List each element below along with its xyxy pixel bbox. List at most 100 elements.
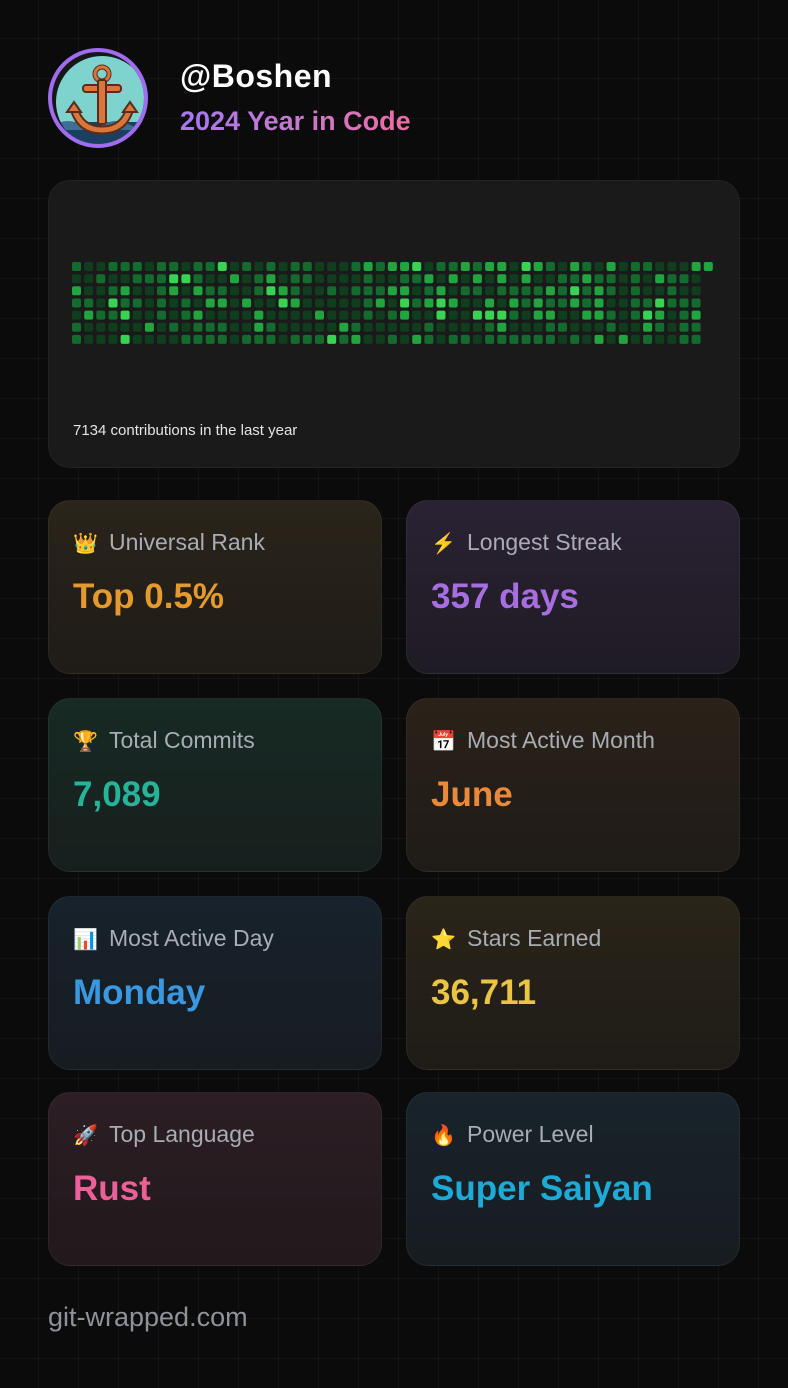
- contribution-cell: [412, 262, 422, 271]
- contribution-cell: [157, 262, 166, 271]
- stat-card-total-commits: 🏆 Total Commits 7,089: [48, 698, 382, 872]
- contribution-cell: [375, 262, 385, 271]
- contribution-cell: [582, 322, 592, 332]
- contribution-cell: [327, 322, 337, 332]
- contribution-cell: [472, 286, 482, 296]
- contribution-cell: [679, 310, 689, 320]
- contribution-cell: [302, 334, 312, 344]
- contribution-cell: [448, 262, 458, 271]
- contribution-cell: [618, 310, 628, 320]
- contribution-cell: [387, 298, 397, 308]
- contribution-cell: [120, 274, 130, 284]
- contribution-cell: [290, 262, 300, 271]
- contribution-cell: [606, 262, 616, 271]
- contribution-cell: [400, 274, 410, 284]
- contribution-cell: [618, 286, 628, 296]
- contribution-cell: [667, 298, 677, 308]
- stat-value: 7,089: [73, 775, 161, 814]
- contribution-cell: [387, 310, 397, 320]
- contribution-cell: [230, 298, 239, 308]
- contribution-cell: [72, 310, 81, 320]
- contribution-cell: [400, 334, 410, 344]
- contribution-cell: [181, 274, 191, 284]
- contribution-cell: [375, 334, 385, 344]
- contribution-cell: [278, 310, 288, 320]
- contribution-cell: [485, 274, 495, 284]
- contribution-cell: [254, 334, 264, 344]
- contribution-cell: [594, 310, 604, 320]
- footer-link[interactable]: git-wrapped.com: [48, 1302, 248, 1332]
- stat-value: 36,711: [431, 973, 537, 1012]
- contribution-cell: [509, 322, 519, 332]
- contribution-cell: [558, 310, 567, 320]
- stat-label-text: Power Level: [467, 1121, 594, 1147]
- contribution-cell: [351, 334, 361, 344]
- contribution-cell: [144, 310, 154, 320]
- contribution-cell: [448, 334, 458, 344]
- contribution-cell: [521, 286, 531, 296]
- contribution-cell: [594, 262, 604, 271]
- contribution-cell: [606, 286, 616, 296]
- contribution-cell: [485, 262, 495, 271]
- contribution-cell: [436, 286, 446, 296]
- contribution-cell: [230, 322, 239, 332]
- contribution-cell: [679, 274, 689, 284]
- contribution-cell: [339, 298, 349, 308]
- contribution-cell: [655, 262, 665, 271]
- contribution-cell: [181, 262, 191, 271]
- stat-value: 357 days: [431, 577, 579, 616]
- rocket-icon: 🚀: [73, 1125, 98, 1147]
- contribution-cell: [217, 334, 227, 344]
- stat-card-universal-rank: 👑 Universal Rank Top 0.5%: [48, 500, 382, 674]
- contribution-cell: [193, 262, 203, 271]
- contribution-cell: [533, 298, 543, 308]
- contribution-cell: [84, 298, 94, 308]
- contribution-cell: [570, 274, 580, 284]
- contribution-cell: [460, 262, 470, 271]
- contribution-cell: [278, 334, 288, 344]
- contribution-cell: [193, 322, 203, 332]
- contribution-cell: [545, 298, 555, 308]
- contribution-cell: [460, 286, 470, 296]
- contribution-cell: [387, 322, 397, 332]
- contribution-cell: [460, 274, 470, 284]
- contribution-cell: [315, 262, 324, 271]
- contribution-cell: [217, 298, 227, 308]
- contribution-cell: [643, 298, 653, 308]
- stat-label-text: Most Active Month: [467, 727, 655, 753]
- contribution-cell: [193, 298, 203, 308]
- contribution-cell: [703, 262, 713, 271]
- contribution-cell: [570, 298, 580, 308]
- contribution-cell: [169, 262, 179, 271]
- stat-label-text: Longest Streak: [467, 529, 622, 555]
- contribution-cell: [266, 310, 276, 320]
- contribution-cell: [96, 310, 106, 320]
- contribution-cell: [375, 286, 385, 296]
- contribution-cell: [205, 298, 215, 308]
- contribution-cell: [497, 286, 507, 296]
- contribution-cell: [193, 286, 203, 296]
- contribution-cell: [278, 274, 288, 284]
- contribution-cell: [169, 286, 179, 296]
- contribution-cell: [412, 310, 422, 320]
- contribution-cell: [72, 334, 81, 344]
- contribution-cell: [533, 322, 543, 332]
- stat-label-text: Stars Earned: [467, 925, 602, 951]
- contribution-cell: [169, 274, 179, 284]
- contribution-cell: [691, 286, 701, 296]
- contribution-cell: [691, 322, 701, 332]
- stat-value: Top 0.5%: [73, 577, 225, 616]
- contribution-cell: [691, 298, 701, 308]
- contribution-cell: [217, 310, 227, 320]
- contribution-cell: [545, 274, 555, 284]
- stat-card-top-language: 🚀 Top Language Rust: [48, 1092, 382, 1266]
- contribution-cell: [254, 286, 264, 296]
- contribution-cell: [302, 310, 312, 320]
- stat-card-most-active-month: 📅 Most Active Month June: [406, 698, 740, 872]
- contribution-cell: [108, 286, 118, 296]
- contribution-cell: [132, 298, 142, 308]
- contribution-cell: [181, 322, 191, 332]
- contribution-cell: [84, 262, 94, 271]
- stat-label-text: Most Active Day: [109, 925, 274, 951]
- stat-label: ⭐ Stars Earned: [431, 925, 601, 952]
